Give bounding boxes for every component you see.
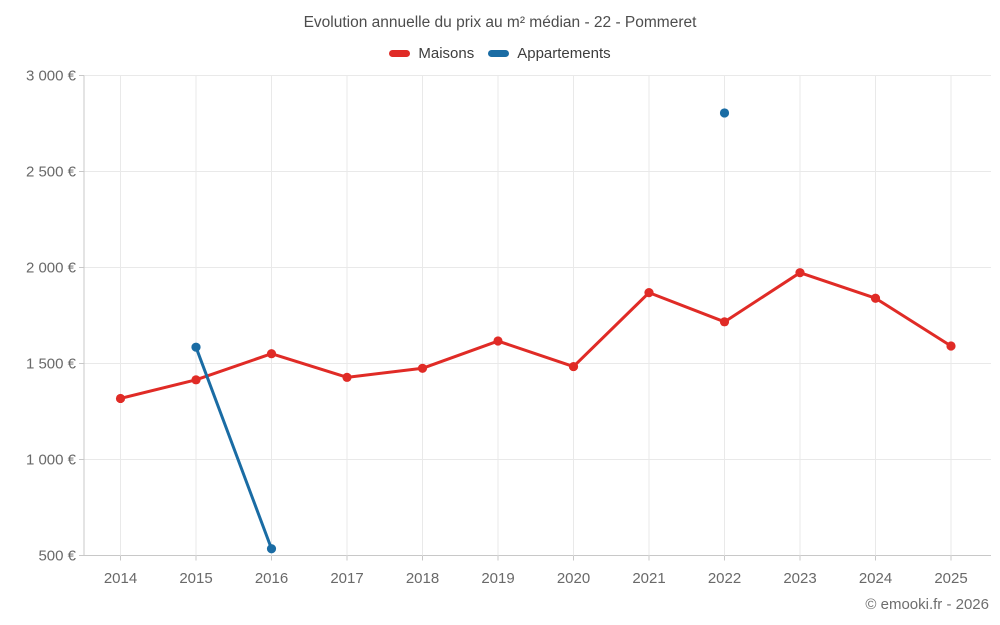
x-axis-label: 2021 <box>632 570 665 587</box>
data-point-maisons[interactable] <box>719 317 730 327</box>
x-axis-label: 2018 <box>406 570 439 587</box>
chart-legend: Maisons Appartements <box>0 45 1000 62</box>
data-point-maisons[interactable] <box>493 336 503 346</box>
x-axis-label: 2024 <box>859 570 892 587</box>
data-point-maisons[interactable] <box>342 372 352 382</box>
data-point-maisons[interactable] <box>266 349 277 359</box>
legend-swatch-maisons <box>389 50 411 57</box>
data-point-appartements[interactable] <box>191 342 201 352</box>
data-point-maisons[interactable] <box>870 293 881 303</box>
data-point-maisons[interactable] <box>644 288 654 298</box>
legend-swatch-appartements <box>488 50 510 57</box>
x-axis-label: 2023 <box>783 570 816 587</box>
data-point-appartements[interactable] <box>719 108 730 118</box>
x-axis-label: 2019 <box>481 570 514 587</box>
data-point-maisons[interactable] <box>795 268 805 278</box>
y-axis-label: 1 500 € <box>26 356 77 373</box>
y-axis-label: 1 000 € <box>26 452 77 469</box>
y-axis-label: 3 000 € <box>26 68 77 85</box>
data-point-maisons[interactable] <box>568 361 579 372</box>
legend-label-maisons: Maisons <box>418 45 475 62</box>
data-point-maisons[interactable] <box>191 375 201 385</box>
data-point-maisons[interactable] <box>417 363 428 373</box>
data-point-maisons[interactable] <box>946 341 956 351</box>
legend-label-appartements: Appartements <box>517 45 611 62</box>
x-axis-label: 2016 <box>255 570 288 587</box>
x-axis-label: 2022 <box>708 570 741 587</box>
legend-item-maisons[interactable]: Maisons <box>389 45 474 62</box>
legend-item-appartements[interactable]: Appartements <box>488 45 611 62</box>
chart-title: Evolution annuelle du prix au m² médian … <box>303 14 697 31</box>
series-line-appartements <box>194 345 273 551</box>
y-axis-label: 500 € <box>38 548 76 565</box>
copyright-text: © emooki.fr - 2026 <box>865 596 989 613</box>
x-axis-label: 2020 <box>557 570 590 587</box>
x-axis-label: 2025 <box>934 570 967 587</box>
data-point-maisons[interactable] <box>115 393 126 404</box>
y-axis-label: 2 500 € <box>26 164 77 181</box>
y-axis-label: 2 000 € <box>26 260 77 277</box>
series-line-maisons <box>119 271 953 400</box>
x-axis-label: 2015 <box>179 570 212 587</box>
data-point-appartements[interactable] <box>266 544 277 554</box>
x-axis-label: 2017 <box>330 570 363 587</box>
x-axis-label: 2014 <box>104 570 137 587</box>
